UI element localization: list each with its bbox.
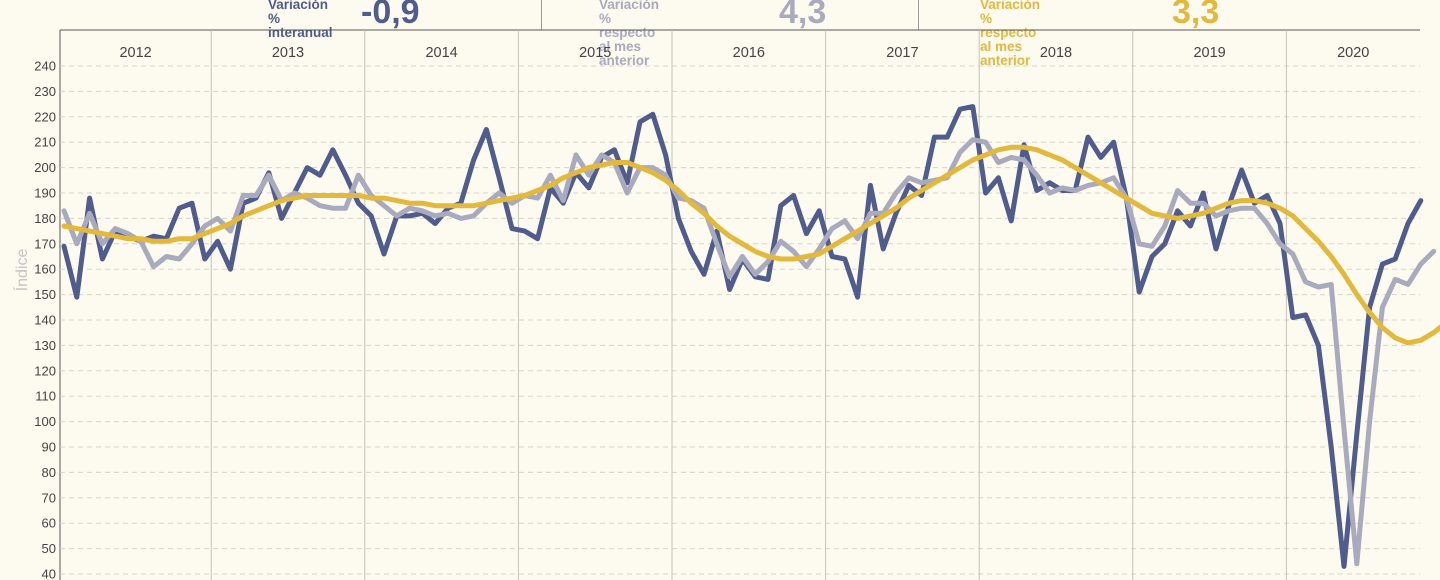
y-tick-label: 60 <box>42 516 56 531</box>
year-label: 2013 <box>272 45 304 61</box>
y-tick-label: 190 <box>34 186 56 201</box>
mes-anterior-series-line <box>61 137 1437 567</box>
stat-tendencia-label: Variación % respecto al mes anterior <box>980 0 1041 68</box>
stat-interanual-label: Variación % interanual <box>268 0 333 40</box>
stat-interanual-value: -0,9 <box>361 0 420 31</box>
year-label: 2020 <box>1337 45 1369 61</box>
stat-mes-anterior-value: 4,3 <box>779 0 827 31</box>
y-tick-label: 200 <box>34 160 56 175</box>
y-tick-label: 100 <box>34 414 56 429</box>
y-tick-label: 230 <box>34 84 56 99</box>
y-tick-label: 110 <box>35 389 56 404</box>
y-tick-label: 50 <box>42 541 56 556</box>
header-divider <box>918 0 919 30</box>
y-tick-label: 70 <box>42 490 56 505</box>
stat-tendencia-value: 3,3 <box>1172 0 1220 31</box>
y-tick-label: 210 <box>34 135 56 150</box>
tendencia-series-line <box>61 144 1440 346</box>
y-tick-label: 140 <box>34 313 56 328</box>
y-tick-label: 120 <box>34 363 56 378</box>
year-label: 2016 <box>733 45 765 61</box>
header-divider <box>541 0 542 30</box>
y-tick-label: 150 <box>34 287 56 302</box>
y-axis-title: Índice <box>12 249 31 292</box>
year-label: 2017 <box>886 45 918 61</box>
y-tick-label: 220 <box>34 109 56 124</box>
year-label: 2012 <box>119 45 151 61</box>
y-tick-label: 240 <box>34 59 56 74</box>
year-label: 2018 <box>1040 45 1072 61</box>
y-tick-label: 170 <box>34 236 56 251</box>
y-tick-label: 90 <box>42 440 56 455</box>
stat-mes-anterior-label: Variación % respecto al mes anterior <box>599 0 660 68</box>
y-tick-label: 80 <box>42 465 56 480</box>
y-tick-label: 160 <box>34 262 56 277</box>
year-label: 2014 <box>425 45 457 61</box>
y-tick-label: 40 <box>42 567 56 580</box>
y-tick-label: 180 <box>34 211 56 226</box>
year-label: 2015 <box>579 45 611 61</box>
year-label: 2019 <box>1193 45 1225 61</box>
summary-header: Variación % interanual -0,9 Variación % … <box>0 0 1440 68</box>
y-tick-label: 130 <box>34 338 56 353</box>
